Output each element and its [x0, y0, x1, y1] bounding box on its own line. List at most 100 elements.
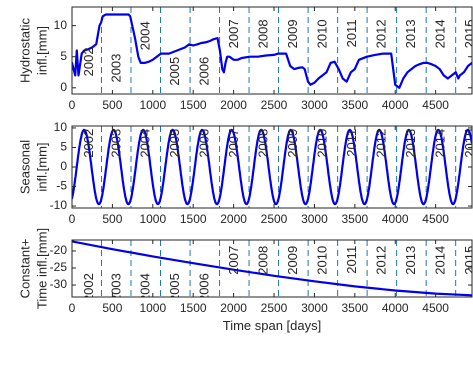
x-tick-label: 0 — [69, 301, 76, 315]
year-label: 2006 — [196, 273, 211, 302]
year-label: 2007 — [226, 129, 241, 158]
year-label: 2002 — [81, 129, 96, 158]
x-tick-label: 3500 — [341, 212, 368, 226]
year-label: 2008 — [255, 19, 270, 48]
year-label: 2008 — [255, 129, 270, 158]
year-label: 2014 — [432, 246, 447, 275]
plot-area: 2002 2003 2004 2005 2006 2007 2008 2009 2010 2011… — [72, 128, 472, 206]
x-tick-label: 1500 — [180, 212, 207, 226]
y-tick-label: 10 — [54, 120, 68, 134]
y-axis-label: infl.[mm] — [34, 142, 49, 191]
year-label: 2012 — [373, 129, 388, 158]
x-tick-label: 2000 — [220, 98, 247, 112]
x-tick-label: 4000 — [382, 301, 409, 315]
x-tick-label: 3500 — [341, 98, 368, 112]
year-label: 2015 — [462, 19, 473, 48]
x-tick-label: 500 — [102, 98, 122, 112]
x-tick-label: 0 — [69, 98, 76, 112]
x-tick-label: 4000 — [382, 98, 409, 112]
year-label: 2010 — [314, 129, 329, 158]
y-tick-label: 5 — [60, 49, 67, 63]
year-label: 2014 — [432, 19, 447, 48]
y-tick-label: 0 — [60, 159, 67, 173]
x-tick-label: 1500 — [180, 98, 207, 112]
x-tick-label: 2000 — [220, 212, 247, 226]
year-label: 2004 — [137, 129, 152, 158]
x-axis-label: Time span [days] — [223, 318, 322, 333]
year-label: 2005 — [167, 57, 182, 86]
x-tick-label: 3500 — [341, 301, 368, 315]
x-tick-label: 1500 — [180, 301, 207, 315]
x-tick-label: 500 — [102, 301, 122, 315]
year-label: 2006 — [196, 129, 211, 158]
axes-box — [71, 6, 473, 95]
series-line-1 — [72, 13, 472, 89]
year-label: 2012 — [373, 19, 388, 48]
y-tick-label: -30 — [50, 277, 68, 291]
year-label: 2006 — [196, 57, 211, 86]
x-tick-label: 2500 — [261, 98, 288, 112]
y-axis-label: Time infl.[mm] — [34, 228, 49, 309]
year-label: 2007 — [226, 19, 241, 48]
axes-box — [71, 239, 473, 298]
y-tick-label: -20 — [50, 243, 68, 257]
year-label: 2015 — [462, 246, 473, 275]
x-tick-label: 4000 — [382, 212, 409, 226]
panel-1: 2002 2003 2004 2005 2006 2007 2008 2009 2010 2011… — [17, 6, 473, 112]
x-tick-label: 2500 — [261, 212, 288, 226]
year-label: 2009 — [285, 129, 300, 158]
y-axis-label: infl.[mm] — [34, 26, 49, 75]
year-label: 2002 — [81, 47, 96, 76]
year-label: 2011 — [344, 19, 359, 47]
y-tick-label: -10 — [50, 198, 68, 212]
x-tick-label: 0 — [69, 212, 76, 226]
year-label: 2013 — [403, 19, 418, 48]
x-tick-label: 1000 — [139, 301, 166, 315]
series-line-1 — [72, 128, 472, 206]
x-tick-label: 1000 — [139, 98, 166, 112]
y-tick-label: 5 — [60, 140, 67, 154]
y-axis-label: Hydrostatic — [17, 17, 32, 83]
y-axis-label: Seasonal — [17, 140, 32, 194]
x-tick-label: 4500 — [422, 212, 449, 226]
year-label: 2013 — [403, 246, 418, 275]
year-label: 2003 — [109, 129, 124, 158]
x-tick-label: 1000 — [139, 212, 166, 226]
x-tick-label: 2000 — [220, 301, 247, 315]
x-tick-label: 4500 — [422, 301, 449, 315]
x-tick-label: 3000 — [301, 212, 328, 226]
year-label: 2010 — [314, 19, 329, 48]
year-label: 2004 — [137, 273, 152, 302]
x-tick-label: 500 — [102, 212, 122, 226]
panel-2: 2002 2003 2004 2005 2006 2007 2008 2009 2010 2011… — [17, 120, 473, 226]
x-tick-label: 2500 — [261, 301, 288, 315]
panel-3: 2002 2003 2004 2005 2006 2007 2008 2009 2010 2011… — [17, 228, 473, 333]
plot-area: 2002 2003 2004 2005 2006 2007 2008 2009 2010 2011… — [72, 13, 473, 89]
year-label: 2014 — [432, 129, 447, 158]
year-label: 2009 — [285, 19, 300, 48]
year-label: 2013 — [403, 129, 418, 158]
series-line-1 — [72, 240, 472, 297]
y-tick-label: -25 — [50, 260, 68, 274]
x-tick-label: 3000 — [301, 98, 328, 112]
year-label: 2003 — [109, 54, 124, 83]
year-label: 2008 — [255, 246, 270, 275]
y-tick-label: 10 — [54, 18, 68, 32]
year-label: 2002 — [81, 273, 96, 302]
year-label: 2010 — [314, 246, 329, 275]
plot-area: 2002 2003 2004 2005 2006 2007 2008 2009 2010 2011… — [72, 240, 473, 302]
x-tick-label: 3000 — [301, 301, 328, 315]
year-label: 2005 — [167, 273, 182, 302]
year-label: 2004 — [137, 21, 152, 50]
year-label: 2011 — [344, 246, 359, 274]
year-label: 2007 — [226, 246, 241, 275]
x-tick-label: 4500 — [422, 98, 449, 112]
year-label: 2005 — [167, 129, 182, 158]
year-label: 2003 — [109, 273, 124, 302]
y-axis-label: Constant+ — [17, 239, 32, 299]
year-label: 2011 — [344, 129, 359, 157]
y-tick-label: 0 — [60, 80, 67, 94]
y-tick-label: -5 — [56, 179, 67, 193]
year-label: 2012 — [373, 246, 388, 275]
